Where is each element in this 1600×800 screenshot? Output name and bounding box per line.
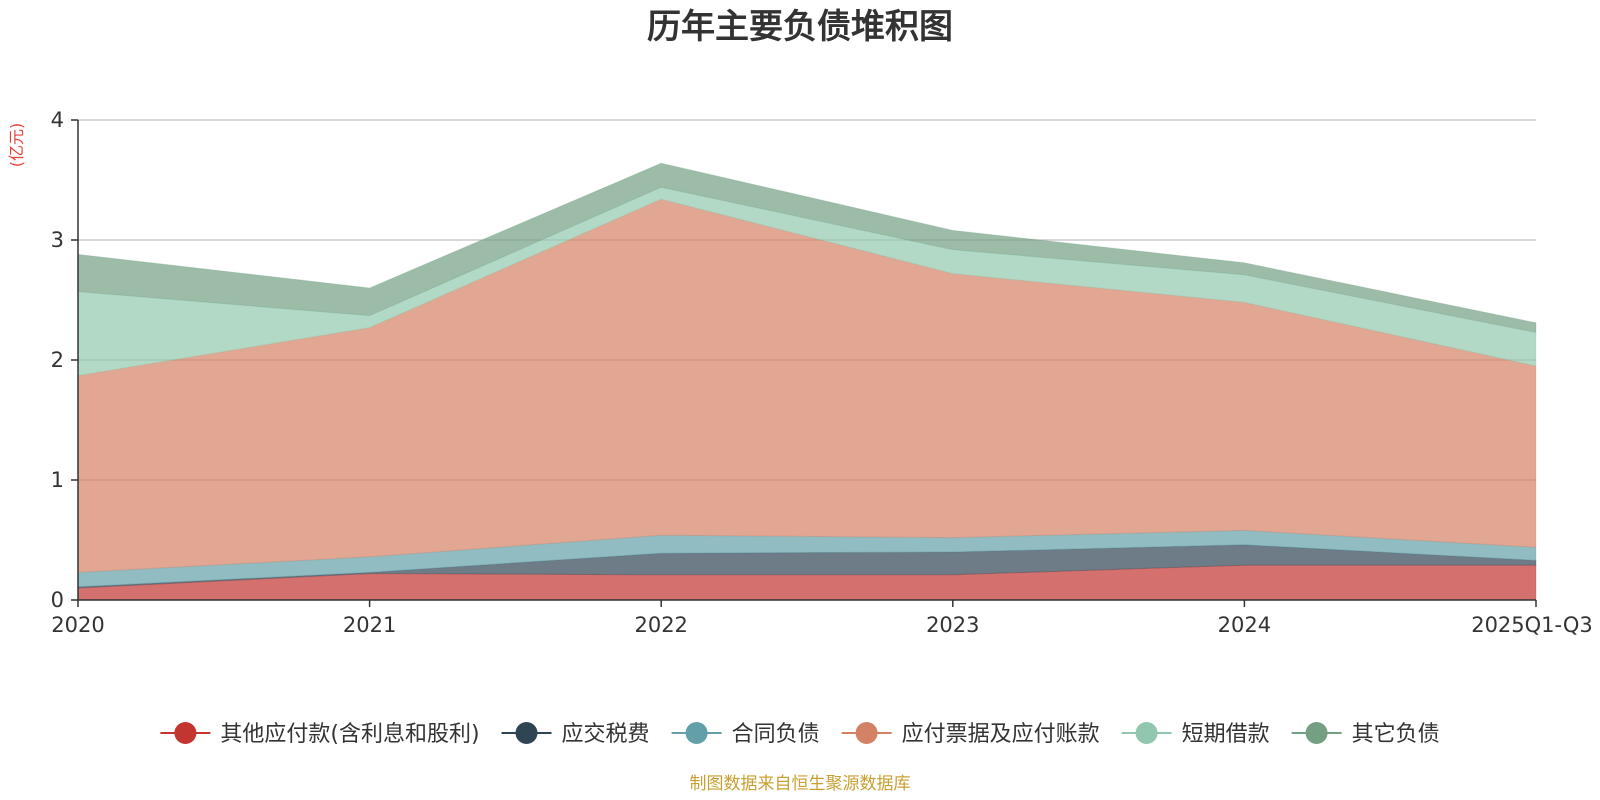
y-tick-label: 1: [51, 468, 64, 492]
legend: 其他应付款(含利息和股利) 应交税费 合同负债 应付票据及应付账款 短期借款 其它负债: [160, 722, 1440, 747]
x-tick-label: 2025Q1-Q3: [1471, 613, 1593, 637]
legend-item-2[interactable]: 合同负债: [671, 722, 820, 747]
legend-marker: [515, 722, 538, 744]
x-tick-label: 2020: [51, 613, 104, 637]
legend-label: 应交税费: [562, 722, 650, 747]
x-axis-ticks: 2020 2021 2022 2023 2024 2025Q1-Q3: [51, 613, 1593, 637]
y-axis-unit-label: (亿元): [7, 123, 26, 168]
y-tick-label: 3: [51, 228, 64, 252]
y-tick-label: 0: [51, 588, 64, 612]
legend-item-1[interactable]: 应交税费: [501, 722, 650, 747]
legend-label: 短期借款: [1182, 722, 1270, 747]
y-tick-label: 4: [51, 108, 64, 132]
data-source-note: 制图数据来自恒生聚源数据库: [690, 774, 911, 794]
legend-marker: [1135, 722, 1158, 744]
area-series-5: [77, 162, 1537, 334]
y-tick-label: 2: [51, 348, 64, 372]
legend-item-4[interactable]: 短期借款: [1121, 722, 1270, 747]
legend-marker: [1305, 722, 1328, 744]
legend-item-3[interactable]: 应付票据及应付账款: [841, 722, 1100, 747]
axes: [71, 119, 1537, 607]
legend-label: 其他应付款(含利息和股利): [220, 722, 479, 747]
area-series-group: [77, 162, 1537, 601]
legend-marker: [855, 722, 878, 744]
legend-marker: [174, 722, 197, 744]
x-tick-label: 2022: [634, 613, 687, 637]
legend-marker: [685, 722, 708, 744]
legend-item-0[interactable]: 其他应付款(含利息和股利): [160, 722, 480, 747]
x-tick-label: 2021: [343, 613, 396, 637]
legend-label: 应付票据及应付账款: [902, 722, 1100, 747]
legend-label: 合同负债: [732, 722, 820, 747]
area-series-3: [77, 198, 1537, 573]
y-axis-ticks: 0 1 2 3 4: [51, 108, 64, 612]
chart-title: 历年主要负债堆积图: [647, 7, 953, 47]
legend-label: 其它负债: [1352, 722, 1440, 747]
legend-item-5[interactable]: 其它负债: [1291, 722, 1440, 747]
x-tick-label: 2024: [1218, 613, 1271, 637]
x-tick-label: 2023: [926, 613, 979, 637]
